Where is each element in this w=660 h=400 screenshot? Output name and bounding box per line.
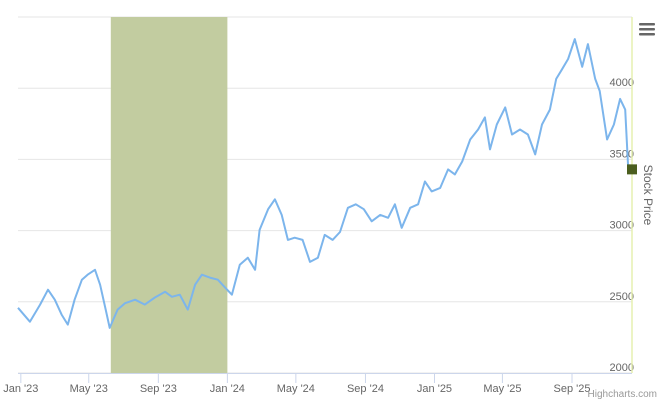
last-point-marker[interactable] [627,164,637,175]
credits-link[interactable]: Highcharts.com [588,389,657,400]
x-tick-label: Jan '23 [3,383,38,395]
x-tick-label: Jan '24 [210,383,245,395]
x-tick-label: Sep '25 [554,383,591,395]
y-tick-label: 2000 [610,362,634,374]
x-tick-label: Sep '24 [347,383,384,395]
y-tick-label: 3500 [610,148,634,160]
y-tick-label: 3000 [610,220,634,232]
y-tick-label: 2500 [610,291,634,303]
series-line[interactable] [17,38,633,329]
x-tick-label: May '23 [70,383,108,395]
grid-lines [18,16,632,374]
hamburger-menu-icon[interactable] [637,20,657,36]
x-tick-label: May '24 [277,383,315,395]
x-tick-label: Sep '23 [140,383,177,395]
x-axis: Jan '23 May '23 Sep '23 Jan '24 May '24 Sep '… [3,373,632,395]
plot-band [110,17,228,373]
x-tick-label: May '25 [483,383,521,395]
x-tick-label: Jan '25 [417,383,452,395]
y-tick-label: 4000 [610,77,634,89]
y-axis-ticks: 2000 2500 3000 3500 4000 [610,77,634,374]
y-axis-title: Stock Price [641,165,655,226]
